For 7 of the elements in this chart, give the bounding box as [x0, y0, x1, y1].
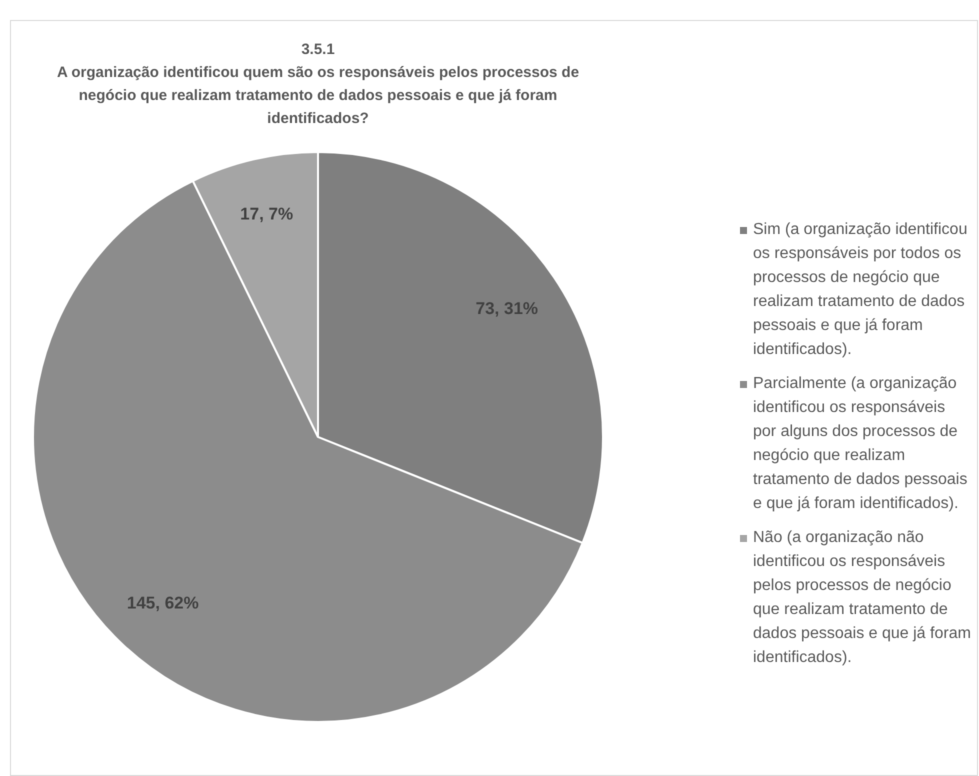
data-label: 73, 31%	[476, 298, 538, 318]
legend-label: Parcialmente (a organização identificou os responsáveis por alguns dos processos de negócio que realizam tratamento de dados pessoais e que já foram identificados).	[753, 374, 968, 514]
data-label: 17, 7%	[240, 204, 294, 224]
data-label: 145, 62%	[126, 594, 199, 613]
legend-label: Não (a organização não identificou os responsáveis pelos processos de negócio que realizam tratamento de dados pessoais e que já foram identificados).	[753, 528, 972, 668]
legend-label: Sim (a organização identificou os responsáveis por todos os processos de negócio que realizam tratamento de dados pessoais e que já foram identificados).	[753, 220, 968, 360]
chart-title: 3.5.1 A organização identificou quem são os responsáveis pelos processos de negócio que realizam tratamento de dados pessoais e que já foram identificados?	[56, 40, 580, 129]
